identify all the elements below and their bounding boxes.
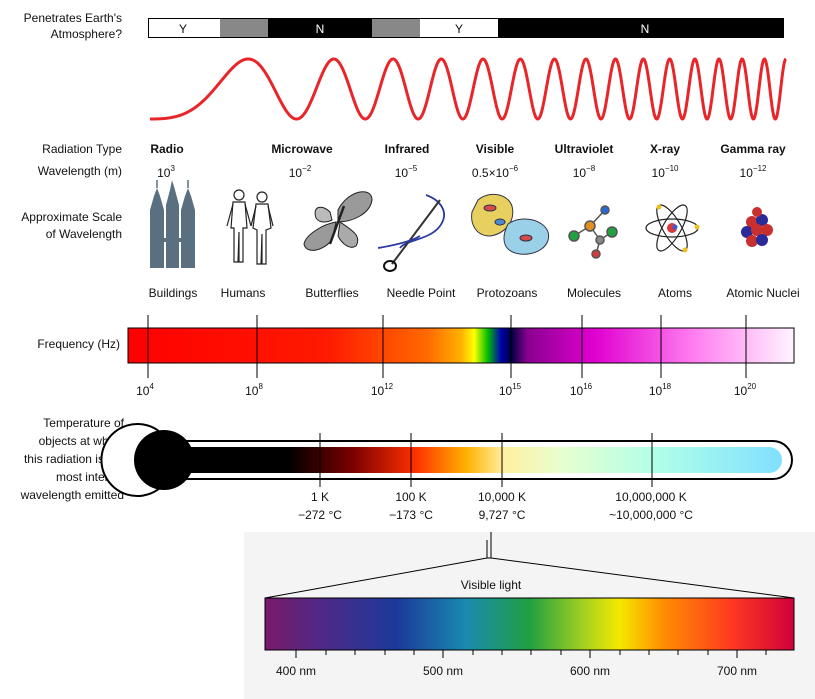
wavelength-infrared: 10−5 xyxy=(395,164,418,180)
wavelength-ultraviolet: 10−8 xyxy=(573,164,596,180)
thermometer-gradient xyxy=(150,447,782,473)
buildings-icon xyxy=(150,180,195,268)
scale-label-atoms: Atoms xyxy=(658,286,692,300)
frequency-gradient-bar xyxy=(127,327,795,364)
wavelength-radio: 103 xyxy=(157,164,175,180)
atmosphere-n-label-2: N xyxy=(641,22,650,36)
thermometer-bulb xyxy=(134,430,194,490)
atmosphere-y-label-1: Y xyxy=(179,22,187,36)
atmosphere-y-label-2: Y xyxy=(455,22,463,36)
temperature-celsius-4: ~10,000,000 °C xyxy=(609,508,693,522)
wavelength-label: Wavelength (m) xyxy=(38,164,122,178)
frequency-label-1e16: 1016 xyxy=(570,382,593,398)
thermometer: 1 K −272 °C 100 K −173 °C 10,000 K 9,727… xyxy=(100,423,793,522)
needle-icon xyxy=(377,194,445,272)
atmosphere-bar: Y N Y N xyxy=(148,18,784,38)
visible-light-fan xyxy=(264,557,795,599)
visible-tick-label-400: 400 nm xyxy=(276,664,316,678)
temperature-celsius-2: −173 °C xyxy=(389,508,433,522)
scale-label-atomic-nuclei: Atomic Nuclei xyxy=(726,286,799,300)
scale-label-line1: Approximate Scale xyxy=(21,210,122,224)
butterfly-icon xyxy=(303,191,373,251)
temperature-ticks xyxy=(319,433,653,487)
radiation-type-visible: Visible xyxy=(476,142,515,156)
radiation-type-xray: X-ray xyxy=(650,142,680,156)
frequency-bar: 104 108 1012 1015 1016 1018 1020 xyxy=(127,315,795,398)
temperature-kelvin-1: 1 K xyxy=(311,490,329,504)
frequency-label-1e8: 108 xyxy=(245,382,263,398)
scale-label-protozoans: Protozoans xyxy=(477,286,538,300)
temperature-label-line2: objects at which xyxy=(39,434,124,448)
frequency-label-1e18: 1018 xyxy=(649,382,672,398)
scale-label-butterflies: Butterflies xyxy=(305,286,358,300)
frequency-ticks xyxy=(147,315,747,378)
temperature-celsius-1: −272 °C xyxy=(298,508,342,522)
wavelength-xray: 10−10 xyxy=(652,164,679,180)
radiation-type-ultraviolet: Ultraviolet xyxy=(555,142,614,156)
penetrates-label-line1: Penetrates Earth's xyxy=(24,11,122,25)
visible-tick-label-500: 500 nm xyxy=(423,664,463,678)
scale-object-labels: Buildings Humans Butterflies Needle Poin… xyxy=(149,286,800,300)
frequency-label-1e15: 1015 xyxy=(499,382,522,398)
scale-label-line2: of Wavelength xyxy=(46,227,122,241)
protozoan-icon xyxy=(471,193,550,255)
wavelength-gamma: 10−12 xyxy=(740,164,767,180)
visible-tick-label-700: 700 nm xyxy=(717,664,757,678)
visible-ticks xyxy=(295,650,767,658)
atmosphere-segment-radio-window xyxy=(149,19,220,37)
radiation-types: Radio Microwave Infrared Visible Ultravi… xyxy=(150,142,786,156)
frequency-label-1e4: 104 xyxy=(136,382,154,398)
atom-icon xyxy=(645,204,700,253)
frequency-label: Frequency (Hz) xyxy=(37,337,120,351)
visible-light-title: Visible light xyxy=(461,578,522,592)
scale-label-buildings: Buildings xyxy=(149,286,198,300)
radiation-type-radio: Radio xyxy=(150,142,183,156)
molecule-icon xyxy=(568,205,618,259)
temperature-kelvin-4: 10,000,000 K xyxy=(615,490,686,504)
visible-spectrum-bar xyxy=(264,597,795,651)
scale-label-needle-point: Needle Point xyxy=(387,286,456,300)
wavelength-microwave: 10−2 xyxy=(289,164,312,180)
penetrates-label-line2: Atmosphere? xyxy=(51,27,123,41)
atmosphere-segment-visible-window xyxy=(420,19,498,37)
atmosphere-segment-partial-1 xyxy=(220,19,268,37)
atmosphere-segment-partial-2 xyxy=(372,19,420,37)
scale-label-molecules: Molecules xyxy=(567,286,621,300)
atmosphere-n-label-1: N xyxy=(316,22,325,36)
temperature-kelvin-3: 10,000 K xyxy=(478,490,526,504)
scale-label-humans: Humans xyxy=(221,286,266,300)
wavelength-visible: 0.5×10−6 xyxy=(472,164,519,180)
visible-tick-label-600: 600 nm xyxy=(570,664,610,678)
frequency-label-1e20: 1020 xyxy=(734,382,757,398)
temperature-label-line5: wavelength emitted xyxy=(20,488,124,502)
humans-icon xyxy=(226,189,274,265)
temperature-label-line3: this radiation is the xyxy=(24,452,124,466)
nucleus-icon xyxy=(741,207,773,247)
temperature-kelvin-2: 100 K xyxy=(395,490,426,504)
wavelength-wave xyxy=(150,57,787,121)
radiation-type-label: Radiation Type xyxy=(42,142,122,156)
radiation-type-infrared: Infrared xyxy=(385,142,430,156)
temperature-label-line1: Temperature of xyxy=(43,416,124,430)
wavelength-values: 103 10−2 10−5 0.5×10−6 10−8 10−10 10−12 xyxy=(157,164,767,180)
frequency-label-1e12: 1012 xyxy=(371,382,394,398)
temperature-celsius-3: 9,727 °C xyxy=(479,508,526,522)
radiation-type-gamma: Gamma ray xyxy=(720,142,786,156)
radiation-type-microwave: Microwave xyxy=(271,142,333,156)
visible-light-inset: Visible light 400 nm 500 nm 600 nm 700 n… xyxy=(244,532,815,699)
